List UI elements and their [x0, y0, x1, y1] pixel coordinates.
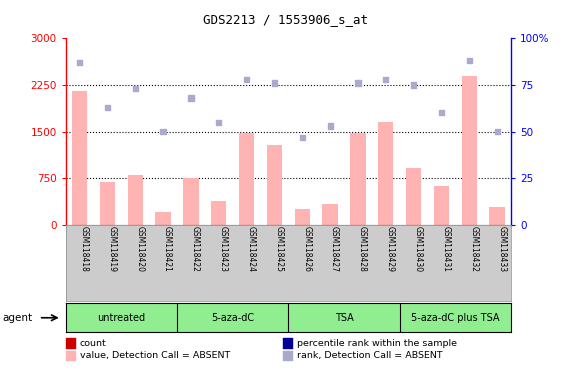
Text: GSM118422: GSM118422: [191, 226, 200, 272]
Bar: [489, 207, 505, 225]
Bar: [434, 186, 449, 225]
Text: 5-aza-dC: 5-aza-dC: [211, 313, 254, 323]
Point: [493, 128, 502, 135]
Text: GSM118426: GSM118426: [302, 226, 311, 272]
Text: GSM118431: GSM118431: [441, 226, 451, 272]
Point: [242, 76, 251, 83]
Point: [159, 128, 168, 135]
Bar: [323, 204, 338, 225]
Bar: [72, 91, 87, 225]
Point: [270, 80, 279, 86]
Point: [75, 60, 84, 66]
Text: GSM118429: GSM118429: [386, 226, 395, 272]
Text: TSA: TSA: [335, 313, 353, 323]
Bar: [239, 133, 254, 225]
Text: GSM118421: GSM118421: [163, 226, 172, 272]
Text: percentile rank within the sample: percentile rank within the sample: [297, 339, 457, 348]
Text: GSM118418: GSM118418: [79, 226, 89, 272]
Text: GSM118425: GSM118425: [275, 226, 283, 272]
Text: GSM118430: GSM118430: [413, 226, 423, 272]
Text: rank, Detection Call = ABSENT: rank, Detection Call = ABSENT: [297, 351, 443, 361]
Bar: [127, 175, 143, 225]
Bar: [100, 182, 115, 225]
Text: 5-aza-dC plus TSA: 5-aza-dC plus TSA: [411, 313, 500, 323]
Bar: [155, 212, 171, 225]
Text: count: count: [80, 339, 107, 348]
Text: GSM118420: GSM118420: [135, 226, 144, 272]
Point: [381, 76, 391, 83]
Text: GSM118419: GSM118419: [107, 226, 116, 272]
Text: agent: agent: [3, 313, 33, 323]
Point: [353, 80, 363, 86]
Text: GDS2213 / 1553906_s_at: GDS2213 / 1553906_s_at: [203, 13, 368, 26]
Point: [131, 86, 140, 92]
Bar: [183, 178, 199, 225]
Bar: [461, 76, 477, 225]
Point: [409, 82, 418, 88]
Bar: [267, 145, 282, 225]
Bar: [350, 133, 365, 225]
Text: GSM118433: GSM118433: [497, 226, 506, 272]
Point: [103, 104, 112, 110]
Text: untreated: untreated: [97, 313, 146, 323]
Point: [465, 58, 474, 64]
Text: GSM118423: GSM118423: [219, 226, 228, 272]
Bar: [406, 167, 421, 225]
Bar: [211, 201, 227, 225]
Bar: [295, 209, 310, 225]
Text: GSM118428: GSM118428: [358, 226, 367, 272]
Bar: [378, 122, 393, 225]
Point: [297, 134, 307, 140]
Point: [214, 119, 223, 125]
Point: [186, 95, 195, 101]
Point: [325, 123, 335, 129]
Point: [437, 110, 446, 116]
Text: GSM118432: GSM118432: [469, 226, 478, 272]
Text: GSM118424: GSM118424: [247, 226, 256, 272]
Text: value, Detection Call = ABSENT: value, Detection Call = ABSENT: [80, 351, 230, 361]
Text: GSM118427: GSM118427: [330, 226, 339, 272]
